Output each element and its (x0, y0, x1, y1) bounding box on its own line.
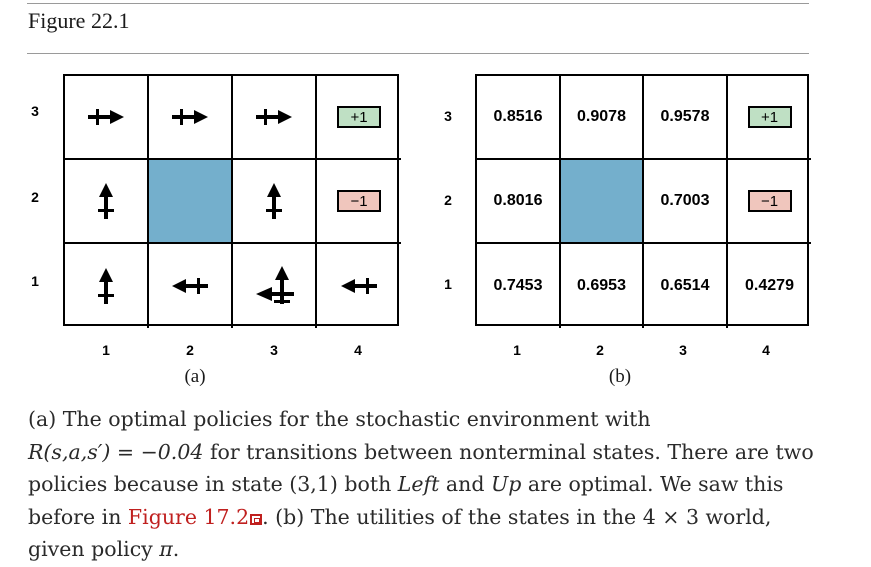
utility-value: 0.9078 (577, 108, 626, 125)
obstacle-cell-b (561, 160, 644, 244)
terminal-negative: −1 (747, 190, 792, 212)
arrow-up-icon (266, 183, 282, 219)
terminal-negative: −1 (337, 190, 381, 212)
caption-pi: π (159, 537, 173, 561)
caption-formula: R(s,a,s′) = −0.04 (28, 439, 204, 464)
utility-value: 0.7003 (660, 192, 710, 209)
cell-a-2-3 (149, 76, 233, 160)
utility-value: 0.9578 (660, 108, 710, 125)
a-x-tick-4: 4 (354, 342, 362, 358)
policy-grid: +1 −1 (63, 74, 401, 328)
cell-b-1-2: 0.8016 (477, 160, 561, 244)
a-y-tick-2: 2 (31, 189, 39, 205)
arrow-right-icon (256, 109, 292, 125)
cell-b-1-1: 0.7453 (477, 244, 561, 328)
b-y-tick-2: 2 (444, 192, 452, 208)
cell-a-3-2 (233, 160, 317, 244)
a-x-tick-1: 1 (102, 342, 110, 358)
arrow-right-icon (172, 109, 208, 125)
cell-a-4-2: −1 (317, 160, 401, 244)
terminal-positive: +1 (337, 106, 381, 128)
arrow-left-icon (172, 278, 208, 294)
caption-left-word: Left (397, 472, 440, 496)
cell-b-4-2: −1 (728, 160, 811, 244)
terminal-positive: +1 (747, 106, 792, 128)
utility-value: 0.6953 (577, 277, 626, 294)
figure-title: Figure 22.1 (28, 8, 130, 33)
panel-b-label: (b) (608, 366, 632, 387)
cell-a-3-3 (233, 76, 317, 160)
a-y-tick-1: 1 (31, 273, 39, 289)
cell-a-4-1 (317, 244, 401, 328)
cell-b-1-3: 0.8516 (477, 76, 561, 160)
cell-b-2-1: 0.6953 (561, 244, 644, 328)
caption-part1: (a) The optimal policies for the stochas… (28, 407, 651, 431)
utility-grid: 0.8516 0.9078 0.9578 +1 0.8016 0.7003 −1… (475, 74, 811, 328)
cell-b-4-3: +1 (728, 76, 811, 160)
obstacle-cell-a (149, 160, 233, 244)
b-x-tick-3: 3 (679, 342, 687, 358)
caption-and: and (439, 472, 491, 496)
figure-caption: (a) The optimal policies for the stochas… (28, 403, 828, 566)
cell-b-4-1: 0.4279 (728, 244, 811, 328)
caption-part5: world, given policy (28, 504, 772, 562)
caption-dims: 4 × 3 (642, 504, 699, 529)
b-x-tick-1: 1 (513, 342, 521, 358)
cell-a-4-3: +1 (317, 76, 401, 160)
arrow-up-icon (98, 183, 114, 219)
caption-up-word: Up (490, 472, 522, 496)
utility-value: 0.4279 (745, 277, 794, 294)
arrow-up-icon (98, 268, 114, 304)
cell-b-3-3: 0.9578 (644, 76, 728, 160)
cell-a-1-1 (65, 244, 149, 328)
figure-link[interactable]: Figure 17.2 (127, 504, 250, 529)
a-x-tick-3: 3 (270, 342, 278, 358)
caption-end: . (172, 537, 180, 561)
arrow-left-up-icon (256, 266, 294, 304)
top-rule (27, 3, 809, 4)
arrow-left-icon (341, 278, 377, 294)
cell-b-2-3: 0.9078 (561, 76, 644, 160)
panel-a-label: (a) (184, 366, 206, 387)
caption-part2: for transitions between nonterminal stat… (28, 439, 814, 497)
cell-a-3-1 (233, 244, 317, 328)
utility-value: 0.8516 (493, 108, 543, 125)
arrow-right-icon (88, 109, 124, 125)
a-y-tick-3: 3 (31, 103, 39, 119)
external-link-icon[interactable] (250, 513, 263, 525)
a-x-tick-2: 2 (186, 342, 194, 358)
caption-part3: are optimal. We saw this before in (28, 472, 784, 529)
cell-a-1-3 (65, 76, 149, 160)
utility-value: 0.6514 (660, 277, 710, 294)
utility-value: 0.8016 (493, 192, 543, 209)
cell-b-3-2: 0.7003 (644, 160, 728, 244)
b-x-tick-2: 2 (596, 342, 604, 358)
cell-a-1-2 (65, 160, 149, 244)
caption-part4: . (b) The utilities of the states in the (262, 504, 643, 529)
b-y-tick-1: 1 (444, 276, 452, 292)
b-x-tick-4: 4 (762, 342, 770, 358)
title-rule (27, 53, 809, 54)
b-y-tick-3: 3 (444, 108, 452, 124)
utility-value: 0.7453 (493, 277, 543, 294)
cell-b-3-1: 0.6514 (644, 244, 728, 328)
cell-a-2-1 (149, 244, 233, 328)
